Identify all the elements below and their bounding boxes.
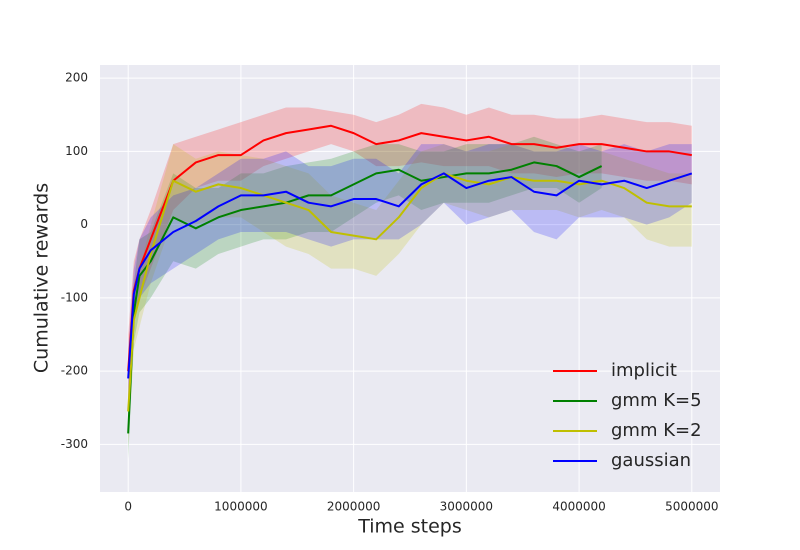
y-axis-label: Cumulative rewards [31,183,53,373]
series-line [127,172,693,379]
legend-label: gmm K=2 [611,420,702,441]
confidence-band [128,136,602,460]
y-tick-label: -300 [61,437,88,451]
series-line [127,161,603,434]
x-tick-label: 0 [124,500,132,514]
legend-label: implicit [611,360,677,381]
x-tick-label: 2000000 [327,500,380,514]
x-axis-label: Time steps [357,516,462,538]
y-tick-label: -100 [61,290,88,304]
legend-label: gaussian [611,450,691,471]
confidence-band [128,144,692,445]
x-tick-label: 1000000 [214,500,267,514]
y-tick-label: 100 [65,144,88,158]
x-tick-label: 5000000 [665,500,718,514]
confidence-band [128,144,692,408]
y-tick-label: 0 [80,217,88,231]
legend-label: gmm K=5 [611,390,702,411]
y-tick-label: 200 [65,71,88,85]
confidence-band [128,103,692,408]
x-tick-label: 3000000 [440,500,493,514]
series-line [127,124,692,372]
y-tick-label: -200 [61,364,88,378]
x-tick-label: 4000000 [552,500,605,514]
